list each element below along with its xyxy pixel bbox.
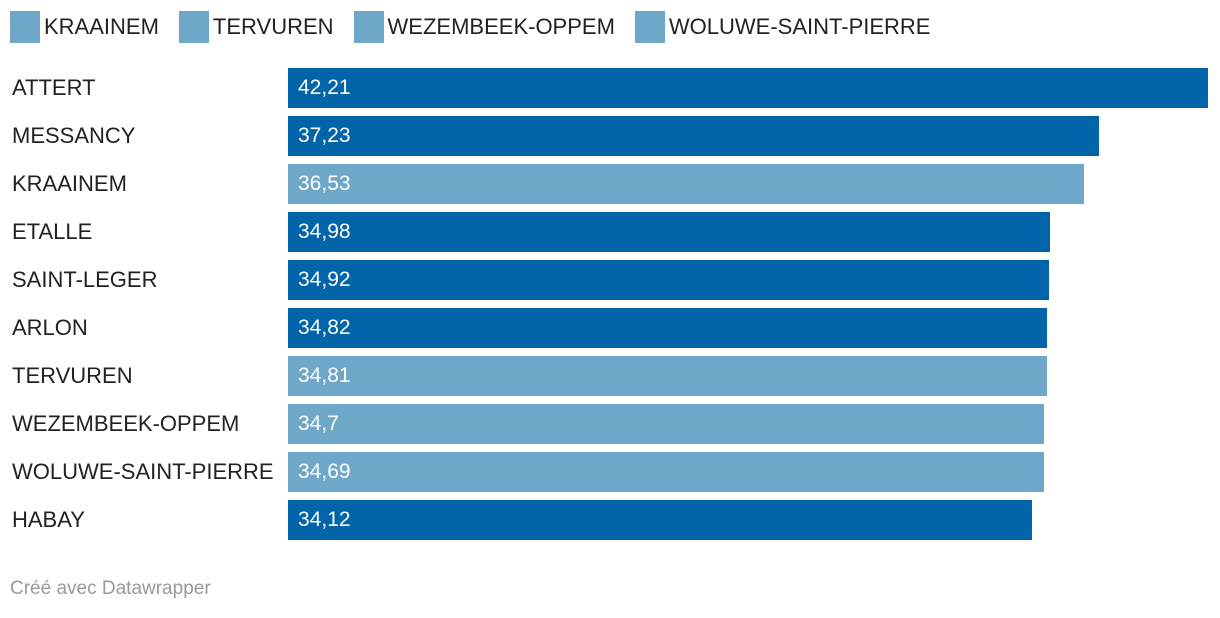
bar-row: TERVUREN 34,81 [0, 356, 1220, 396]
bar-value-label: 37,23 [298, 124, 351, 147]
bar-value-label: 34,81 [298, 364, 351, 387]
category-label: TERVUREN [12, 363, 133, 388]
category-label: ARLON [12, 315, 88, 340]
category-label: WOLUWE-SAINT-PIERRE [12, 459, 274, 484]
bar-row: KRAAINEM 36,53 [0, 164, 1220, 204]
legend-label: WOLUWE-SAINT-PIERRE [668, 14, 931, 39]
category-label: WEZEMBEEK-OPPEM [12, 411, 240, 436]
legend-item-tervuren: TERVUREN [178, 11, 334, 43]
legend-item-wezembeek-oppem: WEZEMBEEK-OPPEM [353, 11, 615, 43]
bar-row: ATTERT 42,21 [0, 68, 1220, 108]
bar-value-label: 42,21 [298, 76, 351, 99]
bar-value-label: 34,98 [298, 220, 351, 243]
bar: 34,81 [288, 356, 1047, 396]
category-label: ATTERT [12, 75, 96, 100]
bar: 34,69 [288, 452, 1044, 492]
bar-row: ARLON 34,82 [0, 308, 1220, 348]
category-label: ETALLE [12, 219, 93, 244]
bar-row: ETALLE 34,98 [0, 212, 1220, 252]
legend-label: KRAAINEM [44, 14, 159, 39]
bar-value-label: 34,92 [298, 268, 351, 291]
legend-swatch [10, 11, 40, 43]
bar: 34,98 [288, 212, 1050, 252]
bar-row: WEZEMBEEK-OPPEM 34,7 [0, 404, 1220, 444]
bar: 34,92 [288, 260, 1049, 300]
datawrapper-credit: Créé avec Datawrapper [10, 578, 211, 599]
bar: 34,82 [288, 308, 1047, 348]
legend-swatch [178, 11, 209, 43]
legend-label: TERVUREN [212, 14, 334, 39]
bar: 42,21 [288, 68, 1208, 108]
bar-value-label: 34,12 [298, 508, 351, 531]
category-label: SAINT-LEGER [12, 267, 158, 292]
bar-value-label: 34,69 [298, 460, 351, 483]
bar-value-label: 34,7 [298, 412, 339, 435]
bar-chart: ATTERT 42,21 MESSANCY 37,23 KRAAINEM 36,53 ETA… [0, 62, 1220, 546]
legend-swatch [353, 11, 384, 43]
bar: 37,23 [288, 116, 1099, 156]
bar: 34,12 [288, 500, 1032, 540]
bar-row: MESSANCY 37,23 [0, 116, 1220, 156]
bar: 36,53 [288, 164, 1084, 204]
legend-item-kraainem: KRAAINEM [10, 11, 159, 43]
legend-item-woluwe-saint-pierre: WOLUWE-SAINT-PIERRE [634, 11, 931, 43]
bar: 34,7 [288, 404, 1044, 444]
chart-legend: KRAAINEM TERVUREN WEZEMBEEK-OPPEM WOLUWE… [10, 10, 950, 44]
category-label: KRAAINEM [12, 171, 127, 196]
bar-value-label: 36,53 [298, 172, 351, 195]
bar-value-label: 34,82 [298, 316, 351, 339]
category-label: MESSANCY [12, 123, 136, 148]
category-label: HABAY [12, 507, 85, 532]
legend-swatch [634, 11, 665, 43]
bar-row: SAINT-LEGER 34,92 [0, 260, 1220, 300]
bar-row: WOLUWE-SAINT-PIERRE 34,69 [0, 452, 1220, 492]
bar-row: HABAY 34,12 [0, 500, 1220, 540]
legend-label: WEZEMBEEK-OPPEM [387, 14, 615, 39]
